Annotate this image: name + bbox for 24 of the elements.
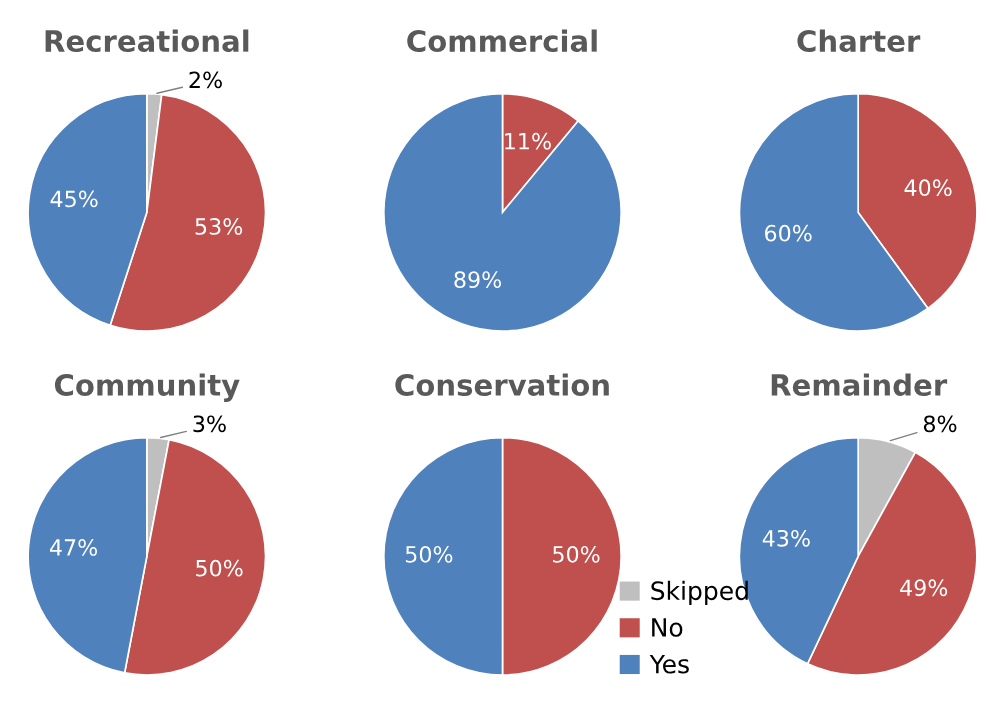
legend-label: Yes — [649, 654, 689, 674]
data-label: 50% — [405, 545, 453, 563]
data-label: 60% — [765, 224, 812, 242]
data-label: 45% — [50, 190, 98, 208]
legend-label: Skipped — [651, 580, 748, 605]
chart-title: Remainder — [771, 373, 948, 396]
data-label: 40% — [904, 179, 952, 197]
data-label: 11% — [505, 132, 551, 150]
data-label: 53% — [195, 218, 243, 235]
data-label: 8% — [923, 415, 957, 433]
chart-title: Charter — [797, 29, 921, 53]
chart-title: Recreational — [45, 29, 249, 53]
chart-title: Conservation — [395, 373, 609, 396]
data-label: 43% — [762, 529, 810, 547]
chart-title: Commercial — [407, 29, 597, 53]
data-label: 3% — [193, 415, 226, 433]
data-label: 50% — [553, 545, 600, 563]
chart-title: Community — [54, 373, 240, 402]
data-label: 89% — [454, 271, 502, 289]
data-label: 47% — [49, 539, 98, 556]
data-label: 2% — [189, 71, 222, 89]
data-label: 50% — [196, 559, 243, 577]
legend-label: No — [652, 618, 683, 637]
data-label: 49% — [900, 579, 948, 597]
